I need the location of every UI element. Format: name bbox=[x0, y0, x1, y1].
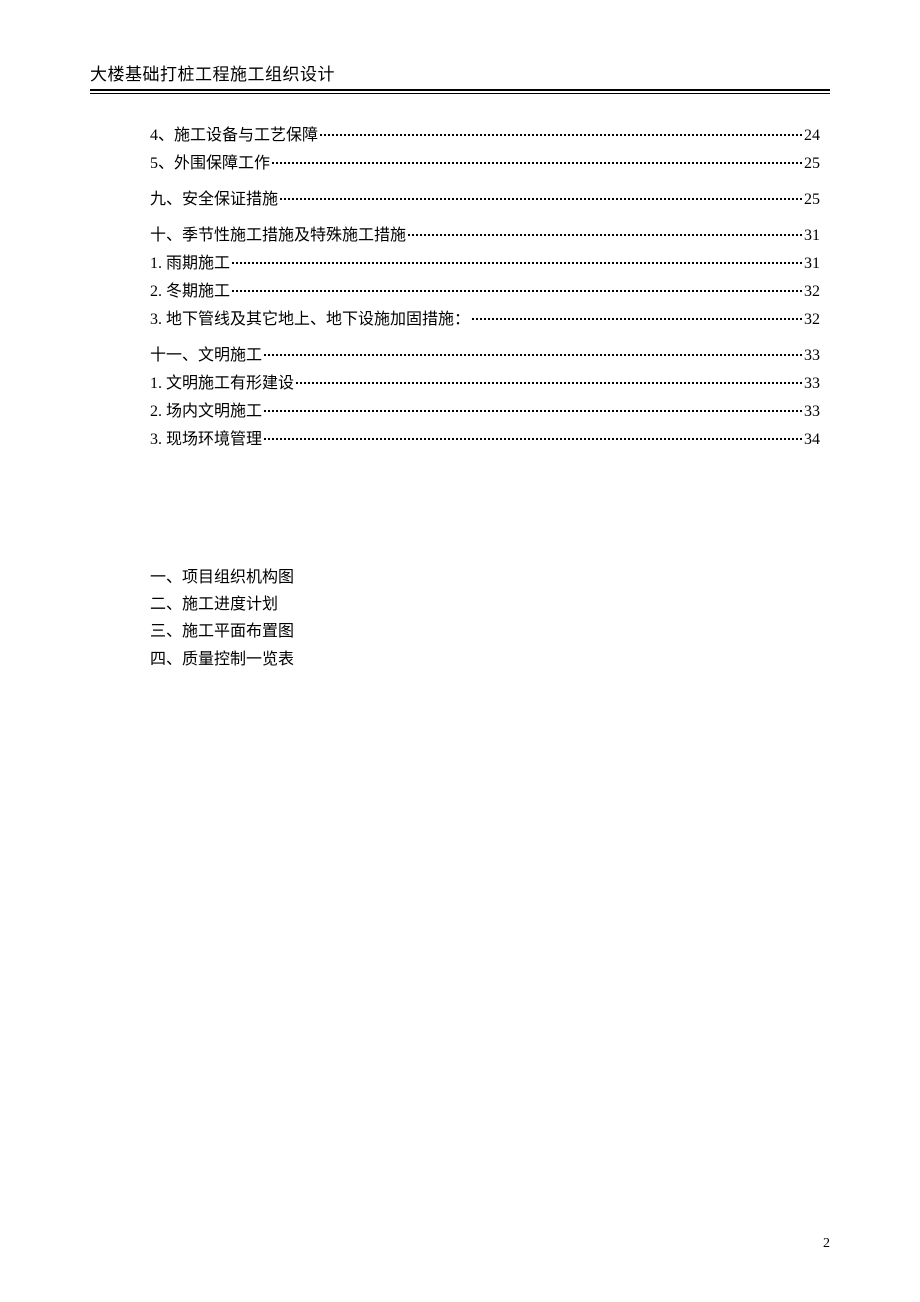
toc-entry-page: 32 bbox=[804, 278, 820, 306]
document-page: 大楼基础打桩工程施工组织设计 4、施工设备与工艺保障245、外围保障工作25九、… bbox=[0, 0, 920, 1302]
toc-leader-dots bbox=[264, 354, 802, 356]
appendix-item: 三、施工平面布置图 bbox=[150, 618, 830, 645]
toc-entry-page: 32 bbox=[804, 306, 820, 334]
toc-entry: 5、外围保障工作 25 bbox=[150, 150, 820, 178]
appendix-item: 一、项目组织机构图 bbox=[150, 564, 830, 591]
appendix-item: 四、质量控制一览表 bbox=[150, 646, 830, 673]
toc-entry: 1. 文明施工有形建设 33 bbox=[150, 370, 820, 398]
header-title: 大楼基础打桩工程施工组织设计 bbox=[90, 65, 335, 84]
toc-entry: 3. 地下管线及其它地上、地下设施加固措施： 32 bbox=[150, 306, 820, 334]
header-underline bbox=[90, 93, 830, 94]
appendix-item: 二、施工进度计划 bbox=[150, 591, 830, 618]
toc-entry-page: 33 bbox=[804, 342, 820, 370]
toc-entry-page: 33 bbox=[804, 370, 820, 398]
toc-container: 4、施工设备与工艺保障 24 5、外围保障工作 25 九、安全保证措施 25 十、季节性施工… bbox=[90, 122, 830, 454]
toc-entry: 十、季节性施工措施及特殊施工措施 31 bbox=[150, 222, 820, 250]
toc-entry: 2. 冬期施工 32 bbox=[150, 278, 820, 306]
toc-entry-title: 4、施工设备与工艺保障 bbox=[150, 122, 318, 150]
toc-entry: 1. 雨期施工 31 bbox=[150, 250, 820, 278]
toc-leader-dots bbox=[272, 162, 802, 164]
toc-leader-dots bbox=[232, 290, 802, 292]
toc-leader-dots bbox=[408, 234, 802, 236]
toc-leader-dots bbox=[296, 382, 802, 384]
page-header: 大楼基础打桩工程施工组织设计 bbox=[90, 60, 830, 91]
toc-leader-dots bbox=[264, 438, 802, 440]
toc-entry-page: 31 bbox=[804, 222, 820, 250]
toc-entry-title: 十、季节性施工措施及特殊施工措施 bbox=[150, 222, 406, 250]
toc-leader-dots bbox=[280, 198, 802, 200]
toc-entry: 3. 现场环境管理 34 bbox=[150, 426, 820, 454]
toc-entry-page: 31 bbox=[804, 250, 820, 278]
appendix-list: 一、项目组织机构图二、施工进度计划三、施工平面布置图四、质量控制一览表 bbox=[90, 564, 830, 673]
toc-entry-title: 1. 文明施工有形建设 bbox=[150, 370, 294, 398]
toc-entry-title: 九、安全保证措施 bbox=[150, 186, 278, 214]
toc-entry-title: 3. 地下管线及其它地上、地下设施加固措施： bbox=[150, 306, 470, 334]
toc-entry-title: 3. 现场环境管理 bbox=[150, 426, 262, 454]
toc-entry-page: 25 bbox=[804, 150, 820, 178]
page-number: 2 bbox=[823, 1236, 830, 1252]
toc-entry-page: 34 bbox=[804, 426, 820, 454]
toc-leader-dots bbox=[264, 410, 802, 412]
toc-entry-title: 1. 雨期施工 bbox=[150, 250, 230, 278]
toc-leader-dots bbox=[320, 134, 802, 136]
toc-leader-dots bbox=[232, 262, 802, 264]
toc-entry: 九、安全保证措施 25 bbox=[150, 186, 820, 214]
toc-entry-title: 5、外围保障工作 bbox=[150, 150, 270, 178]
toc-entry-page: 25 bbox=[804, 186, 820, 214]
toc-entry-title: 2. 冬期施工 bbox=[150, 278, 230, 306]
toc-entry-title: 2. 场内文明施工 bbox=[150, 398, 262, 426]
toc-entry-page: 33 bbox=[804, 398, 820, 426]
toc-entry-page: 24 bbox=[804, 122, 820, 150]
toc-entry-title: 十一、文明施工 bbox=[150, 342, 262, 370]
toc-entry: 十一、文明施工 33 bbox=[150, 342, 820, 370]
toc-leader-dots bbox=[472, 318, 802, 320]
toc-entry: 2. 场内文明施工 33 bbox=[150, 398, 820, 426]
toc-entry: 4、施工设备与工艺保障 24 bbox=[150, 122, 820, 150]
